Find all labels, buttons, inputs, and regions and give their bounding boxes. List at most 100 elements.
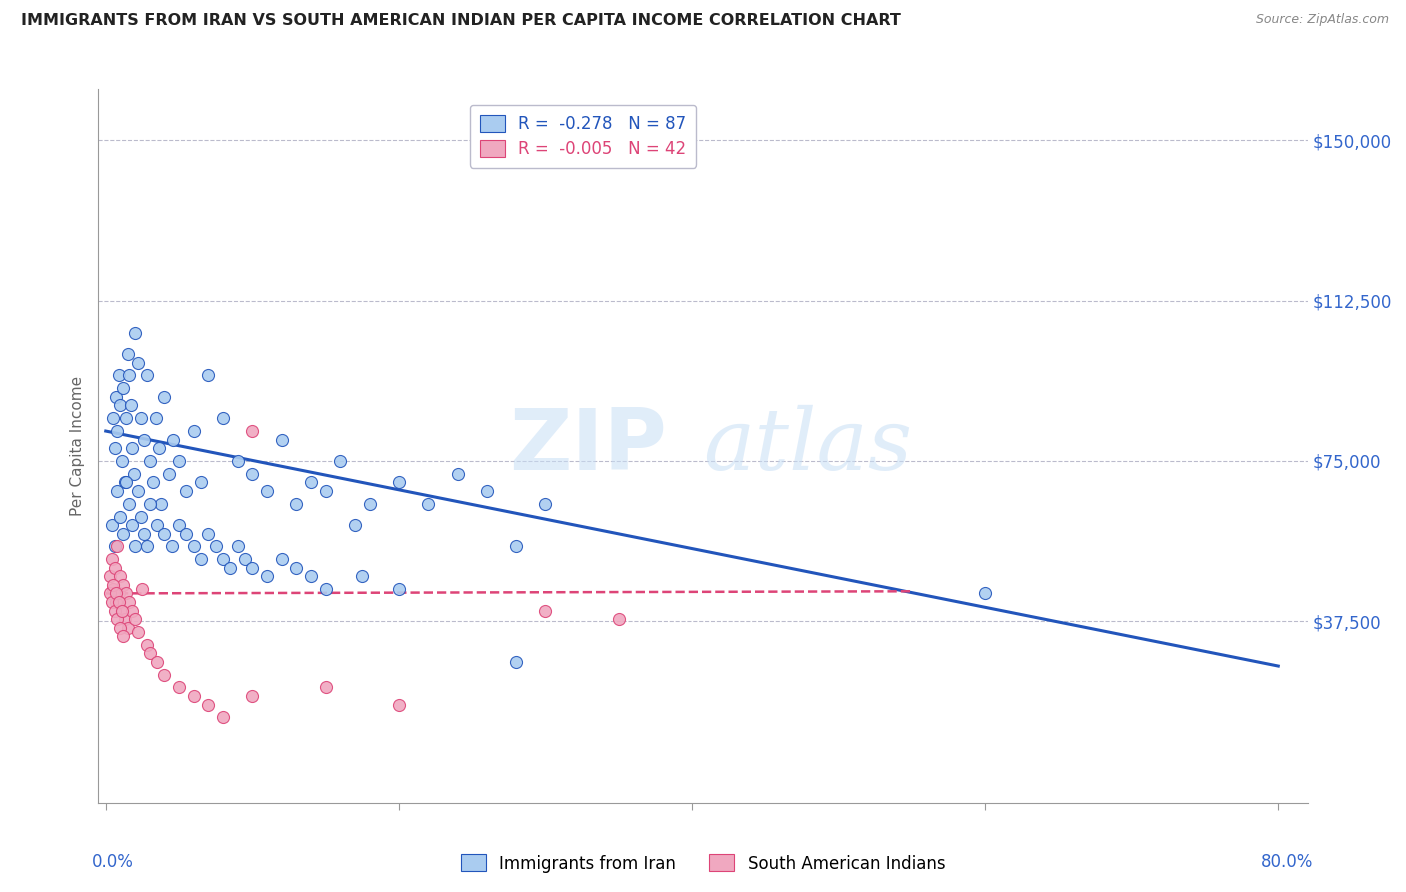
Point: [256, 483, 278, 498]
Point: [112, 578, 135, 592]
Point: [299, 569, 322, 583]
Point: [101, 411, 124, 425]
Point: [534, 603, 557, 617]
Point: [226, 454, 249, 468]
Point: [167, 518, 190, 533]
Point: [129, 509, 152, 524]
Point: [122, 467, 145, 481]
Point: [153, 667, 176, 681]
Point: [145, 411, 167, 425]
Point: [197, 698, 219, 712]
Point: [121, 441, 143, 455]
Point: [124, 326, 146, 340]
Point: [129, 411, 152, 425]
Point: [352, 569, 374, 583]
Point: [114, 475, 136, 490]
Point: [103, 441, 125, 455]
Point: [138, 646, 160, 660]
Point: [183, 689, 205, 703]
Point: [167, 454, 190, 468]
Point: [607, 612, 630, 626]
Point: [197, 526, 219, 541]
Point: [270, 552, 292, 566]
Point: [212, 710, 235, 724]
Point: [101, 582, 124, 596]
Point: [120, 398, 142, 412]
Point: [388, 698, 411, 712]
Text: ZIP: ZIP: [509, 404, 666, 488]
Point: [190, 552, 212, 566]
Point: [112, 629, 135, 643]
Point: [108, 586, 131, 600]
Point: [135, 540, 157, 554]
Point: [132, 433, 155, 447]
Point: [105, 586, 128, 600]
Point: [138, 454, 160, 468]
Point: [315, 681, 337, 695]
Point: [974, 586, 997, 600]
Point: [115, 411, 138, 425]
Point: [131, 582, 153, 596]
Point: [142, 475, 165, 490]
Point: [121, 518, 143, 533]
Point: [167, 681, 190, 695]
Point: [240, 689, 263, 703]
Point: [111, 603, 134, 617]
Point: [153, 526, 176, 541]
Point: [127, 624, 149, 639]
Point: [212, 552, 235, 566]
Point: [475, 483, 498, 498]
Point: [240, 467, 263, 481]
Point: [505, 655, 527, 669]
Point: [285, 561, 308, 575]
Point: [240, 561, 263, 575]
Point: [110, 509, 132, 524]
Point: [98, 586, 121, 600]
Point: [343, 518, 366, 533]
Point: [118, 595, 141, 609]
Point: [505, 540, 527, 554]
Point: [148, 441, 170, 455]
Point: [315, 582, 337, 596]
Point: [183, 540, 205, 554]
Text: Source: ZipAtlas.com: Source: ZipAtlas.com: [1256, 13, 1389, 27]
Point: [110, 621, 132, 635]
Text: 0.0%: 0.0%: [93, 853, 134, 871]
Point: [285, 497, 308, 511]
Point: [117, 347, 139, 361]
Point: [418, 497, 440, 511]
Point: [118, 497, 141, 511]
Point: [138, 497, 160, 511]
Point: [100, 518, 122, 533]
Point: [110, 569, 132, 583]
Point: [107, 483, 129, 498]
Point: [121, 603, 143, 617]
Point: [219, 561, 242, 575]
Point: [118, 368, 141, 383]
Point: [446, 467, 468, 481]
Point: [111, 603, 134, 617]
Point: [107, 540, 129, 554]
Point: [107, 612, 129, 626]
Point: [112, 526, 135, 541]
Point: [204, 540, 226, 554]
Point: [135, 368, 157, 383]
Point: [183, 424, 205, 438]
Point: [107, 424, 129, 438]
Point: [100, 552, 122, 566]
Point: [110, 398, 132, 412]
Point: [115, 475, 138, 490]
Point: [256, 569, 278, 583]
Point: [146, 518, 169, 533]
Point: [135, 638, 157, 652]
Point: [388, 475, 411, 490]
Point: [162, 433, 184, 447]
Point: [388, 582, 411, 596]
Point: [160, 540, 183, 554]
Point: [190, 475, 212, 490]
Point: [132, 526, 155, 541]
Point: [115, 586, 138, 600]
Legend: R =  -0.278   N = 87, R =  -0.005   N = 42: R = -0.278 N = 87, R = -0.005 N = 42: [470, 104, 696, 168]
Text: IMMIGRANTS FROM IRAN VS SOUTH AMERICAN INDIAN PER CAPITA INCOME CORRELATION CHAR: IMMIGRANTS FROM IRAN VS SOUTH AMERICAN I…: [21, 13, 901, 29]
Point: [127, 356, 149, 370]
